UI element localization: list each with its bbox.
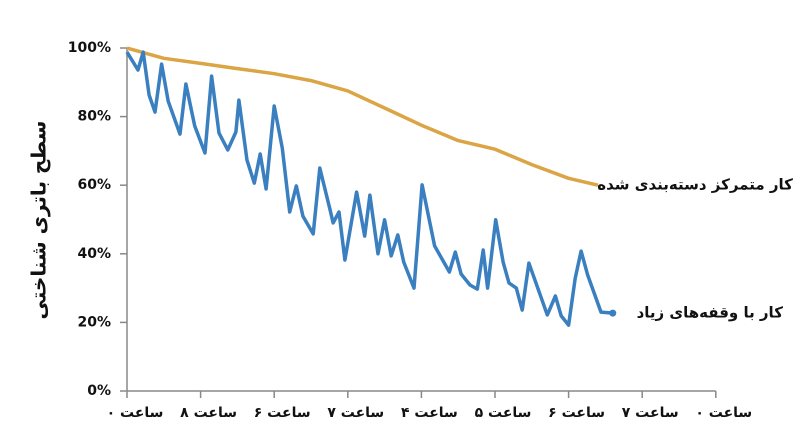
end-point — [609, 309, 617, 317]
x-tick-label: ساعت ۴ — [401, 405, 458, 421]
series-line — [125, 50, 613, 327]
x-tick-label: ساعت ۷ — [622, 405, 679, 421]
y-tick-label: 60% — [77, 177, 111, 193]
y-axis-title: سطح باتری شناختی — [27, 121, 51, 320]
y-tick-label: 100% — [68, 40, 111, 56]
x-tick-label: ساعت ۰ — [695, 405, 752, 421]
x-tick-label: ساعت ۶ — [548, 405, 605, 421]
series-label: کار با وقفه‌های زیاد — [637, 304, 784, 322]
y-tick-label: 0% — [87, 383, 111, 399]
x-tick-label: ساعت ۰ — [107, 405, 164, 421]
series-label: کار متمرکز دسته‌بندی شده — [597, 176, 793, 194]
x-tick-label: ساعت ۷ — [327, 405, 384, 421]
x-tick-label: ساعت ۸ — [180, 405, 237, 421]
y-tick-label: 20% — [77, 314, 111, 330]
y-tick-label: 80% — [77, 109, 111, 125]
x-tick-label: ساعت ۶ — [254, 405, 311, 421]
series-line — [126, 46, 599, 187]
y-tick-label: 40% — [77, 246, 111, 262]
x-tick-label: ساعت ۵ — [475, 405, 532, 421]
